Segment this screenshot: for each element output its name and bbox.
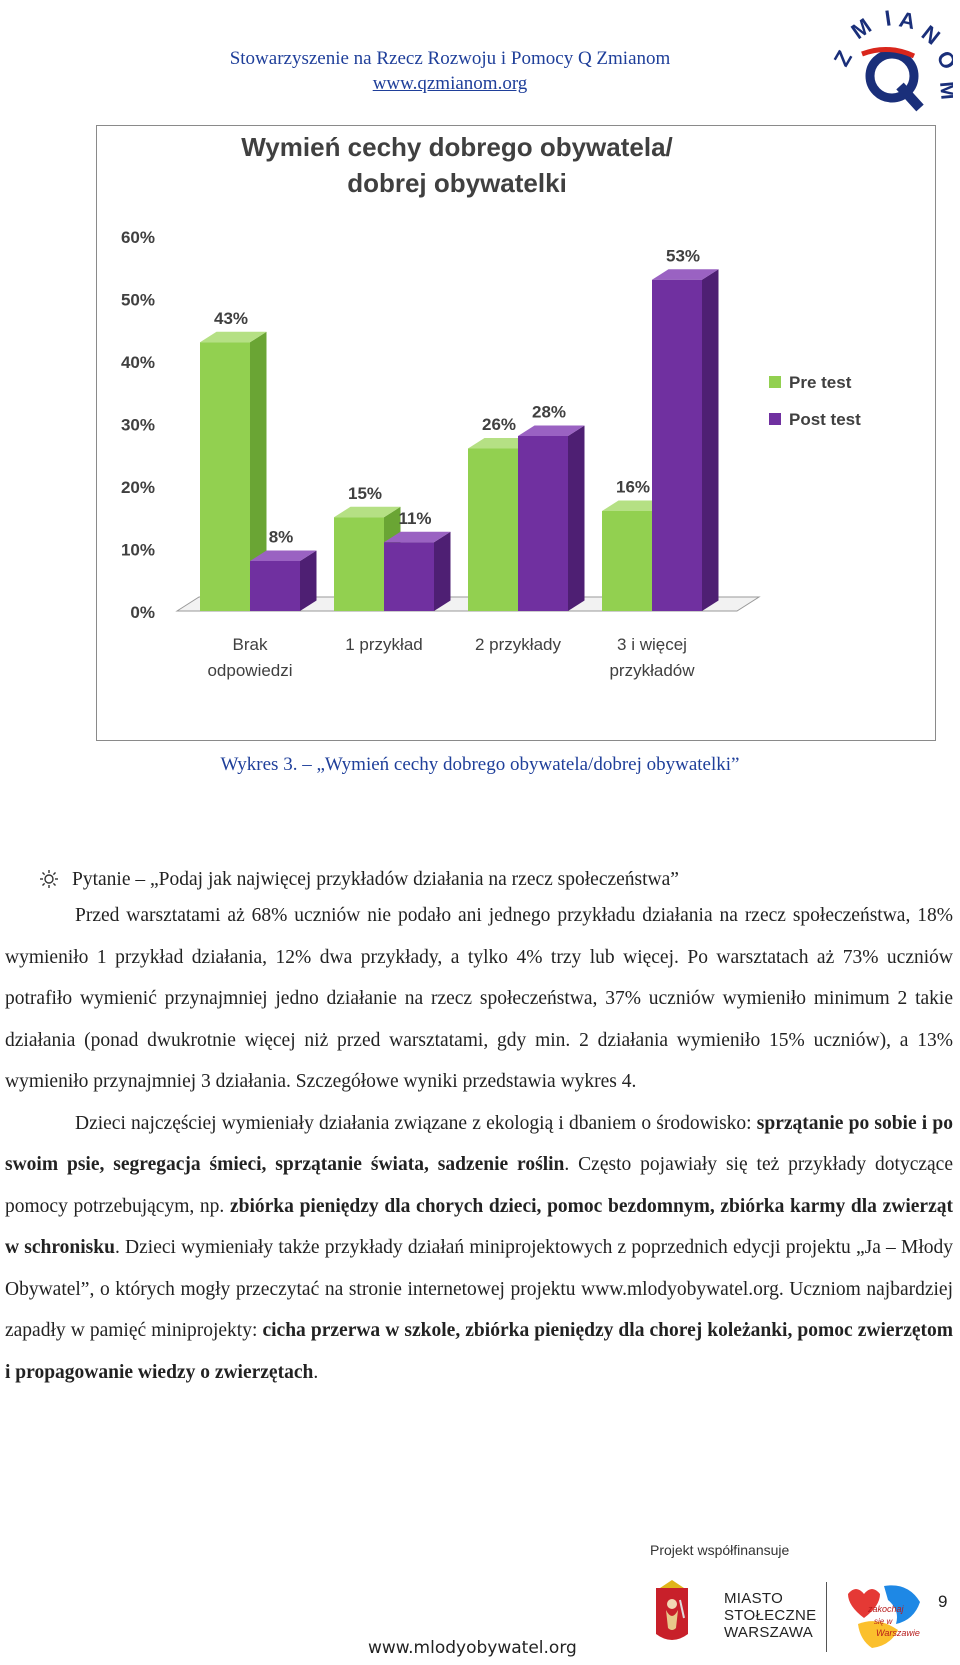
y-tick-label: 20%: [121, 478, 155, 497]
legend-label: Post test: [789, 410, 861, 429]
page-number: 9: [938, 1592, 948, 1611]
chart-title-line-2: dobrej obywatelki: [347, 168, 567, 198]
legend-swatch: [769, 376, 781, 388]
footer-divider: [826, 1582, 827, 1652]
svg-text:M: M: [847, 13, 876, 44]
miasto-stoleczne-logo: MIASTO STOŁECZNE WARSZAWA: [724, 1590, 816, 1641]
paragraph-2-bold-2: zbiórka pieniędzy dla chorych dzieci, po…: [5, 1195, 953, 1259]
zakochaj-text: zakochaj: [867, 1604, 905, 1614]
y-tick-label: 40%: [121, 353, 155, 372]
x-tick-label: 1 przykład: [345, 635, 422, 654]
bar-side: [250, 331, 267, 611]
bar-value-label: 28%: [532, 403, 566, 422]
zakochaj-logo: zakochaj się w Warszawie: [848, 1585, 920, 1648]
question-line: Pytanie – „Podaj jak najwięcej przykładó…: [40, 866, 679, 894]
y-tick-label: 0%: [130, 603, 155, 622]
header-org-name: Stowarzyszenie na Rzecz Rozwoju i Pomocy…: [229, 48, 671, 69]
bar-value-label: 26%: [482, 415, 516, 434]
legend-swatch: [769, 413, 781, 425]
bar-top: [518, 425, 585, 436]
miasto-line-1: MIASTO: [724, 1590, 784, 1607]
bar: [518, 436, 568, 611]
bar-top: [334, 506, 401, 518]
x-tick-label: Brak: [233, 635, 268, 654]
bar-value-label: 11%: [398, 509, 431, 528]
sun-bullet-icon: [40, 870, 58, 888]
bar: [384, 542, 434, 611]
footer-url[interactable]: www.mlodyobywatel.org: [368, 1638, 577, 1658]
bar-top: [200, 331, 267, 343]
paragraph-2-part-1: Dzieci najczęściej wymieniały działania …: [75, 1112, 757, 1134]
bar-top: [250, 550, 317, 561]
paragraph-2-part-4: .: [313, 1361, 319, 1383]
bar: [200, 342, 250, 611]
bar: [334, 517, 384, 611]
header-org-url[interactable]: www.qzmianom.org: [372, 73, 528, 94]
y-tick-label: 30%: [121, 416, 155, 435]
body-text: Przed warsztatami aż 68% uczniów nie pod…: [5, 895, 953, 1393]
x-tick-label: odpowiedzi: [207, 661, 292, 680]
paragraph-2-part-3: . Dzieci wymieniały także przykłady dzia…: [5, 1237, 953, 1341]
miasto-line-2: STOŁECZNE: [724, 1607, 817, 1624]
bar-value-label: 53%: [666, 246, 700, 265]
warsaw-crest-logo: [656, 1580, 688, 1640]
chart-title-line-1: Wymień cechy dobrego obywatela/: [241, 132, 673, 162]
svg-text:I: I: [883, 5, 893, 31]
question-text: Pytanie – „Podaj jak najwięcej przykładó…: [72, 869, 679, 890]
svg-text:O: O: [932, 47, 953, 74]
paragraph-2-bold-3: cicha przerwa w szkole, zbiórka pieniędz…: [5, 1320, 953, 1383]
qzmianom-logo: Z M I A N O M: [829, 5, 953, 112]
paragraph-2-part-2: . Często pojawiały się też przykłady dot…: [5, 1154, 953, 1217]
bar-top: [384, 531, 451, 543]
svg-text:Z: Z: [829, 46, 857, 70]
bar-top: [602, 500, 669, 511]
x-tick-label: przykładów: [609, 661, 695, 680]
chart-canvas: Wymień cechy dobrego obywatela/ dobrej o…: [121, 132, 861, 680]
bar-side: [568, 425, 585, 611]
paragraph-1: Przed warsztatami aż 68% uczniów nie pod…: [5, 905, 953, 1092]
bar-value-label: 8%: [269, 528, 294, 547]
svg-text:M: M: [935, 80, 953, 100]
zakochaj-text-3: Warszawie: [876, 1628, 920, 1638]
bar-top: [468, 438, 535, 449]
y-tick-label: 50%: [121, 291, 155, 310]
bar-value-label: 15%: [348, 484, 382, 503]
svg-text:A: A: [897, 6, 918, 34]
y-tick-label: 60%: [121, 228, 155, 247]
bar-value-label: 16%: [616, 478, 650, 497]
y-tick-label: 10%: [121, 541, 155, 560]
bar-top: [652, 269, 719, 280]
bar-side: [702, 269, 719, 611]
paragraph-2: Dzieci najczęściej wymieniały działania …: [5, 1103, 953, 1394]
x-tick-label: 2 przykłady: [475, 635, 561, 654]
x-tick-label: 3 i więcej: [617, 635, 687, 654]
bar-side: [434, 531, 451, 611]
svg-text:N: N: [917, 20, 945, 49]
bar-value-label: 43%: [214, 309, 248, 328]
bar: [250, 561, 300, 611]
bar-side: [300, 550, 317, 611]
miasto-line-3: WARSZAWA: [724, 1624, 814, 1641]
bar: [602, 511, 652, 611]
bar: [468, 448, 518, 611]
footer-cofinanced-label: Projekt współfinansuje: [650, 1542, 790, 1558]
chart-3: Wymień cechy dobrego obywatela/ dobrej o…: [96, 125, 936, 741]
zakochaj-text-2: się w: [874, 1617, 893, 1626]
chart-caption: Wykres 3. – „Wymień cechy dobrego obywat…: [220, 754, 740, 775]
paragraph-2-bold-1: sprzątanie po sobie i po swoim psie, seg…: [5, 1112, 953, 1176]
bar: [652, 279, 702, 611]
legend-label: Pre test: [789, 373, 852, 392]
